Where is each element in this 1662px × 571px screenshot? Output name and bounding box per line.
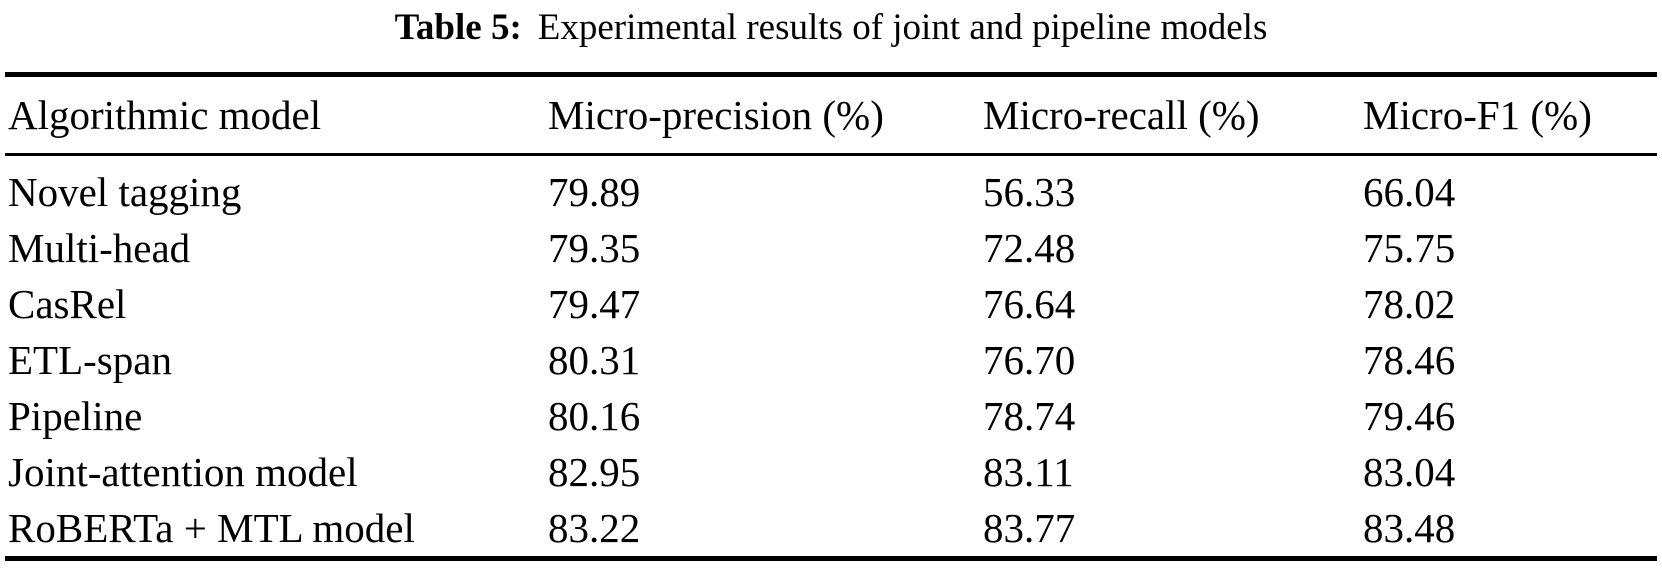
cell-recall: 83.11 [983, 449, 1074, 495]
cell-f1: 83.04 [1363, 449, 1456, 495]
cell-precision: 79.89 [548, 169, 641, 215]
table-row: Multi-head 79.35 72.48 75.75 [5, 220, 1657, 276]
column-header-precision: Micro-precision (%) [545, 74, 980, 156]
cell-model: Novel tagging [8, 169, 242, 215]
cell-recall: 72.48 [983, 225, 1076, 271]
cell-precision: 79.35 [548, 225, 641, 271]
results-table: Algorithmic model Micro-precision (%) Mi… [5, 72, 1657, 561]
cell-precision: 82.95 [548, 449, 641, 495]
table-row: ETL-span 80.31 76.70 78.46 [5, 332, 1657, 388]
cell-recall: 83.77 [983, 505, 1076, 551]
cell-recall: 78.74 [983, 393, 1076, 439]
cell-model: RoBERTa + MTL model [8, 505, 415, 551]
cell-f1: 78.46 [1363, 337, 1456, 383]
cell-model: CasRel [8, 281, 127, 327]
column-header-model: Algorithmic model [5, 74, 545, 156]
table-caption-label: Table 5: [394, 7, 522, 48]
cell-model: Multi-head [8, 225, 191, 271]
cell-f1: 78.02 [1363, 281, 1456, 327]
header-row: Algorithmic model Micro-precision (%) Mi… [5, 74, 1657, 156]
column-header-recall: Micro-recall (%) [980, 74, 1360, 156]
table-row: CasRel 79.47 76.64 78.02 [5, 276, 1657, 332]
cell-f1: 79.46 [1363, 393, 1456, 439]
cell-precision: 83.22 [548, 505, 641, 551]
column-header-f1: Micro-F1 (%) [1360, 74, 1657, 156]
cell-model: Pipeline [8, 393, 143, 439]
table-caption: Table 5: Experimental results of joint an… [0, 5, 1662, 51]
table-row: Novel tagging 79.89 56.33 66.04 [5, 155, 1657, 221]
cell-recall: 76.70 [983, 337, 1076, 383]
cell-f1: 75.75 [1363, 225, 1456, 271]
cell-f1: 83.48 [1363, 505, 1456, 551]
table-row: Pipeline 80.16 78.74 79.46 [5, 388, 1657, 444]
cell-f1: 66.04 [1363, 169, 1456, 215]
table-row: RoBERTa + MTL model 83.22 83.77 83.48 [5, 500, 1657, 559]
cell-recall: 56.33 [983, 169, 1076, 215]
cell-precision: 80.31 [548, 337, 641, 383]
cell-model: ETL-span [8, 337, 172, 383]
cell-precision: 80.16 [548, 393, 641, 439]
table-row: Joint-attention model 82.95 83.11 83.04 [5, 444, 1657, 500]
cell-model: Joint-attention model [8, 449, 358, 495]
cell-precision: 79.47 [548, 281, 641, 327]
cell-recall: 76.64 [983, 281, 1076, 327]
table-caption-text: Experimental results of joint and pipeli… [537, 7, 1268, 48]
